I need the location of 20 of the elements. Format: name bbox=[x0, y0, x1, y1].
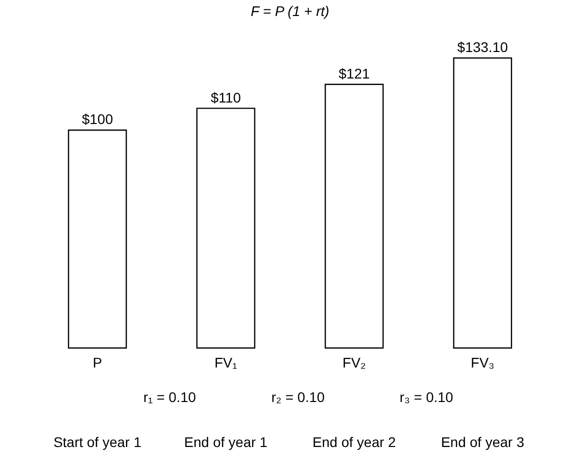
data-label: $110 bbox=[210, 89, 242, 106]
data-label: $100 bbox=[82, 111, 114, 128]
bar bbox=[68, 130, 127, 349]
text: r₂ = 0.10 bbox=[271, 389, 325, 405]
bar bbox=[196, 108, 256, 349]
text: End of year 3 bbox=[440, 434, 524, 450]
text: r₃ = 0.10 bbox=[400, 389, 454, 405]
text: r₁ = 0.10 bbox=[143, 389, 196, 405]
x-tick-label: FV₃ bbox=[470, 354, 494, 370]
chart-title: F = P (1 + rt) bbox=[250, 3, 330, 19]
x-tick-label: FV₁ bbox=[214, 354, 238, 370]
x-tick-label: P bbox=[92, 354, 102, 370]
data-label: $133.10 bbox=[457, 39, 508, 55]
text: End of year 1 bbox=[184, 434, 268, 450]
bar bbox=[324, 84, 384, 349]
bar bbox=[453, 57, 512, 349]
data-label: $121 bbox=[338, 65, 370, 82]
text: Start of year 1 bbox=[53, 434, 142, 450]
text: End of year 2 bbox=[312, 434, 396, 450]
x-tick-label: FV₂ bbox=[342, 354, 366, 370]
